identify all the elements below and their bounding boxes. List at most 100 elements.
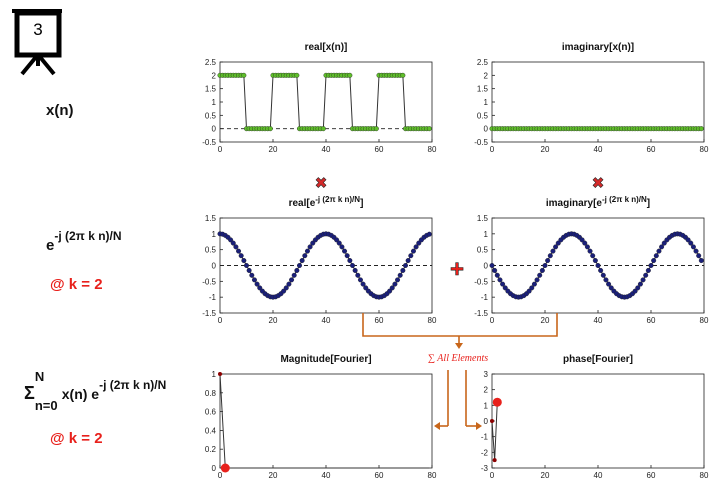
data-point — [502, 285, 508, 291]
data-point — [500, 281, 506, 287]
y-tick-label: 1.5 — [477, 85, 489, 94]
multiply-icon-1: ✖ — [315, 175, 328, 192]
data-point — [653, 253, 659, 259]
y-tick-label: 0 — [212, 262, 217, 271]
plot-frame — [491, 373, 705, 469]
data-point — [294, 72, 300, 78]
data-point — [286, 281, 292, 287]
data-point — [297, 263, 303, 269]
data-point — [405, 258, 411, 264]
data-point — [550, 248, 556, 254]
data-point — [659, 244, 665, 250]
plot-title: imaginary[x(n)] — [562, 42, 634, 53]
data-point — [531, 281, 537, 287]
y-tick-label: -3 — [481, 464, 489, 473]
x-tick-label: 60 — [647, 471, 656, 480]
x-tick-label: 60 — [375, 471, 384, 480]
plot-title: real[x(n)] — [305, 42, 348, 53]
data-point — [251, 277, 257, 283]
data-point — [579, 237, 585, 243]
data-point — [698, 258, 704, 264]
y-tick-label: 0 — [212, 464, 217, 473]
data-point — [389, 285, 395, 291]
data-point — [339, 244, 345, 250]
data-point — [606, 281, 612, 287]
data-point — [408, 253, 414, 259]
highlight-point — [492, 397, 502, 407]
data-point — [489, 263, 495, 269]
y-tick-label: 1 — [484, 98, 489, 107]
y-tick-label: 1 — [212, 370, 217, 379]
data-point — [350, 263, 356, 269]
data-point — [392, 281, 398, 287]
data-point — [426, 231, 432, 237]
data-point — [310, 240, 316, 246]
x-tick-label: 0 — [218, 316, 223, 325]
data-point — [584, 244, 590, 250]
data-point — [494, 272, 500, 278]
y-tick-label: 0.5 — [205, 246, 217, 255]
x-tick-label: 60 — [647, 316, 656, 325]
sum-body: x(n) e — [61, 386, 100, 402]
exp-power: -j (2π k n)/N — [54, 229, 122, 243]
data-point — [294, 267, 300, 273]
chart-real_e: real[e-j (2π k n)/N] 0 20 40 60 80 -1.5 -1 -0.5 0… — [202, 195, 437, 325]
data-point — [492, 458, 497, 463]
data-point — [693, 248, 699, 254]
sum-all-elements-label: ∑ All Elements — [428, 353, 488, 364]
data-point — [537, 272, 543, 278]
data-point — [598, 267, 604, 273]
data-point — [238, 253, 244, 259]
multiply-icon-2: ✖ — [592, 175, 605, 192]
data-point — [645, 267, 651, 273]
data-point — [241, 72, 247, 78]
data-point — [553, 244, 559, 250]
data-point — [643, 272, 649, 278]
y-tick-label: 1.5 — [477, 214, 489, 223]
y-tick-label: 0.5 — [477, 111, 489, 120]
y-tick-label: -1 — [209, 293, 217, 302]
y-tick-label: -0.5 — [202, 138, 216, 147]
data-point — [635, 285, 641, 291]
data-point — [590, 253, 596, 259]
data-point — [410, 248, 416, 254]
data-point — [352, 267, 358, 273]
y-tick-label: 2.5 — [477, 58, 489, 67]
x-tick-label: 40 — [322, 471, 331, 480]
y-tick-label: 3 — [484, 370, 489, 379]
data-point — [281, 288, 287, 294]
data-point — [334, 237, 340, 243]
x-tick-label: 40 — [594, 471, 603, 480]
x-tick-label: 0 — [490, 145, 495, 154]
y-tick-label: 0.4 — [205, 426, 217, 435]
data-point — [347, 72, 353, 78]
y-tick-label: 0.6 — [205, 408, 217, 417]
x-tick-label: 60 — [647, 145, 656, 154]
x-tick-label: 80 — [700, 471, 709, 480]
y-tick-label: 1 — [212, 98, 217, 107]
data-point — [403, 263, 409, 269]
data-point — [336, 240, 342, 246]
data-point — [302, 253, 308, 259]
data-point — [688, 240, 694, 246]
sum-upper: N — [34, 369, 45, 385]
data-point — [656, 248, 662, 254]
y-tick-label: -1.5 — [202, 309, 216, 318]
plus-icon: + — [450, 256, 464, 283]
data-point — [555, 240, 561, 246]
data-point — [603, 277, 609, 283]
data-point — [387, 288, 393, 294]
step-number: 3 — [33, 20, 43, 39]
data-point — [600, 272, 606, 278]
data-point — [344, 253, 350, 259]
chart-phase_f: phase[Fourier] 0 20 40 60 80 -3 -2 -1 0 1 2 3 — [481, 354, 709, 480]
data-point — [299, 258, 305, 264]
data-point — [685, 237, 691, 243]
data-point — [640, 277, 646, 283]
data-point — [529, 285, 535, 291]
x-tick-label: 60 — [375, 145, 384, 154]
x-tick-label: 40 — [322, 316, 331, 325]
data-point — [400, 72, 406, 78]
data-point — [497, 277, 503, 283]
y-tick-label: 0 — [484, 125, 489, 134]
